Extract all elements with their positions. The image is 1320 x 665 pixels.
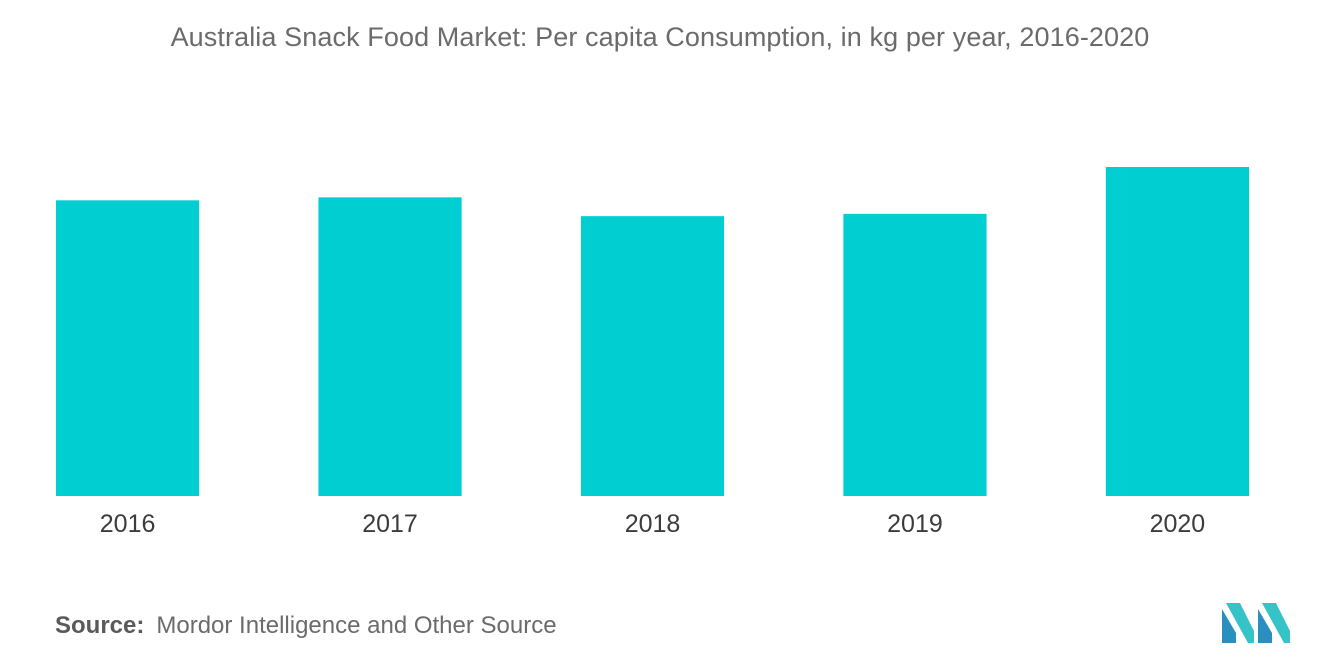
bar-group: [56, 166, 1249, 497]
source-text: Mordor Intelligence and Other Source: [156, 612, 557, 639]
mordor-intelligence-logo-icon: [1222, 603, 1290, 643]
tick-label-2018: 2018: [625, 510, 681, 538]
bar-2017: [318, 197, 462, 496]
bar-chart: 2016 2017 2018 2019 2020: [56, 166, 1249, 538]
tick-label-2019: 2019: [887, 510, 943, 538]
chart-title: Australia Snack Food Market: Per capita …: [170, 22, 1150, 52]
bar-2020: [1105, 166, 1249, 497]
source-label: Source:: [55, 612, 145, 639]
tick-label-2016: 2016: [100, 510, 156, 538]
tick-label-2020: 2020: [1150, 510, 1206, 538]
bar-2018: [580, 216, 725, 496]
tick-label-2017: 2017: [362, 510, 418, 538]
source-line: Source: Mordor Intelligence and Other Sou…: [55, 612, 557, 640]
x-axis-tick-labels: 2016 2017 2018 2019 2020: [100, 510, 1205, 538]
bar-2016: [56, 200, 200, 496]
bar-2019: [843, 213, 987, 496]
